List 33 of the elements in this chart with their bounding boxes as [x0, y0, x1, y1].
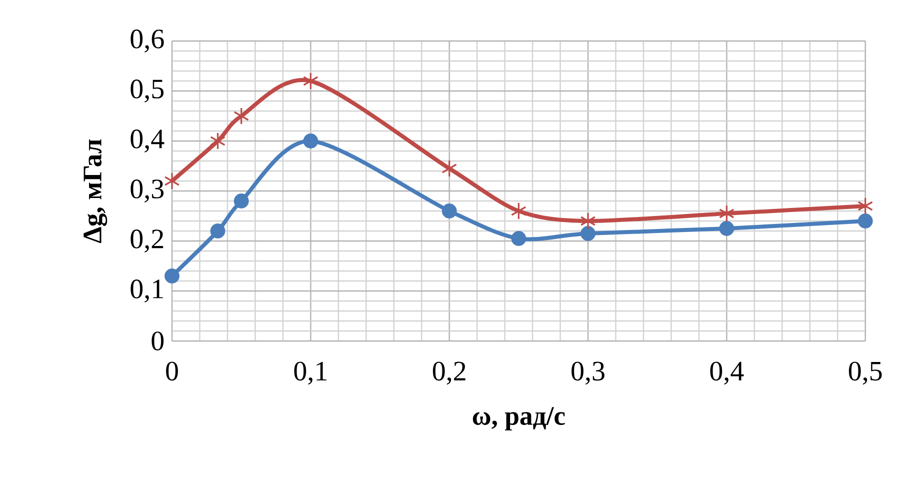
point [442, 204, 457, 218]
point [164, 268, 180, 284]
point [442, 160, 458, 178]
point [719, 221, 734, 236]
x-tick-label: 0,3 [572, 362, 604, 385]
x-tick-label: 0,5 [848, 362, 882, 385]
point [511, 231, 526, 246]
point [858, 214, 873, 228]
point [234, 194, 249, 208]
x-tick-label: 0,1 [294, 362, 326, 385]
y-axis-title: Δg, мГал [84, 139, 108, 243]
x-tick-label: 0,2 [432, 362, 466, 385]
point [210, 132, 226, 150]
point [580, 212, 596, 230]
x-tick-label: 0 [166, 362, 178, 381]
point [302, 72, 318, 90]
y-tick-label: 0,4 [130, 130, 164, 152]
point [858, 197, 874, 215]
point [510, 202, 526, 220]
point [210, 224, 226, 238]
point [164, 172, 180, 190]
point [234, 107, 250, 125]
x-tick-label: 0,4 [710, 362, 744, 385]
y-tick-label: 0,3 [130, 180, 164, 202]
point [718, 204, 734, 222]
y-tick-label: 0 [152, 332, 164, 350]
y-tick-label: 0,6 [130, 30, 164, 52]
point [580, 226, 596, 241]
point [303, 134, 318, 148]
y-tick-label: 0,5 [130, 80, 164, 102]
x-axis-title: ω, рад/с [472, 407, 565, 430]
y-tick-label: 0,2 [130, 230, 164, 252]
y-tick-label: 0,1 [130, 280, 163, 302]
